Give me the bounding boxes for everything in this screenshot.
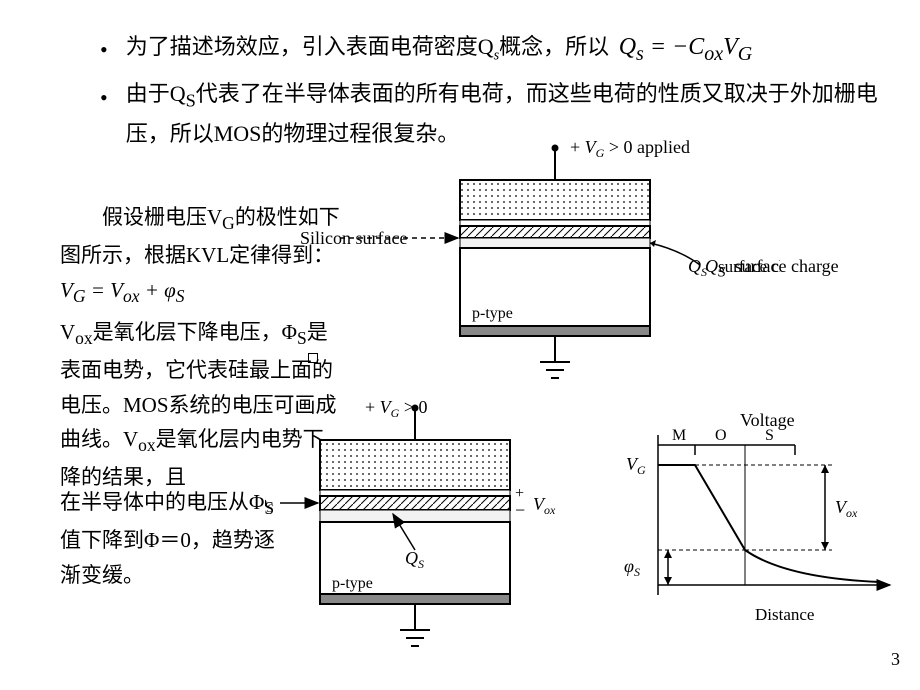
svg-text:φS: φS <box>265 492 273 515</box>
ptype-label: p-type <box>472 305 513 322</box>
page-number: 3 <box>891 649 900 670</box>
svg-text:φS: φS <box>624 556 640 579</box>
xaxis-label: Distance <box>755 605 814 624</box>
svg-text:O: O <box>715 427 727 444</box>
bullet-dot: • <box>100 32 108 67</box>
marker-icon <box>308 353 318 363</box>
svg-text:Vox: Vox <box>533 494 556 517</box>
diagram-mos-bottom: + VG > 0 p-type φS + − Vox QS <box>265 400 585 690</box>
silicon-surface-label: Silicon surface <box>300 228 407 249</box>
para-1: 假设栅电压VG的极性如下图所示，根据KVL定律得到：VG = Vox + φS <box>60 200 340 311</box>
chart-voltage-distance: Voltage M O S VG Vox φS Distance <box>620 410 910 660</box>
bullet-dot: • <box>100 80 108 115</box>
bullet-1: • 为了描述场效应，引入表面电荷密度Qs概念，所以 Qs = −CoxVG <box>100 28 920 70</box>
eq-qs: Qs = −CoxVG <box>619 34 753 60</box>
vg-label-bot: + VG > 0 <box>365 400 427 420</box>
svg-text:Vox: Vox <box>835 497 858 520</box>
svg-text:M: M <box>672 427 686 444</box>
para-3: 在半导体中的电压从ΦS值下降到Φ＝0，趋势逐渐变缓。 <box>60 485 290 592</box>
vg-label: + VG > 0 applied <box>570 140 690 160</box>
svg-text:p-type: p-type <box>332 575 373 592</box>
svg-text:S: S <box>765 427 774 444</box>
qs-surface-charge: QS surface charge <box>705 256 839 282</box>
svg-text:VG: VG <box>626 454 646 477</box>
bullet-1-text: 为了描述场效应，引入表面电荷密度Qs概念，所以 Qs = −CoxVG <box>126 28 753 70</box>
svg-text:−: − <box>515 500 525 520</box>
